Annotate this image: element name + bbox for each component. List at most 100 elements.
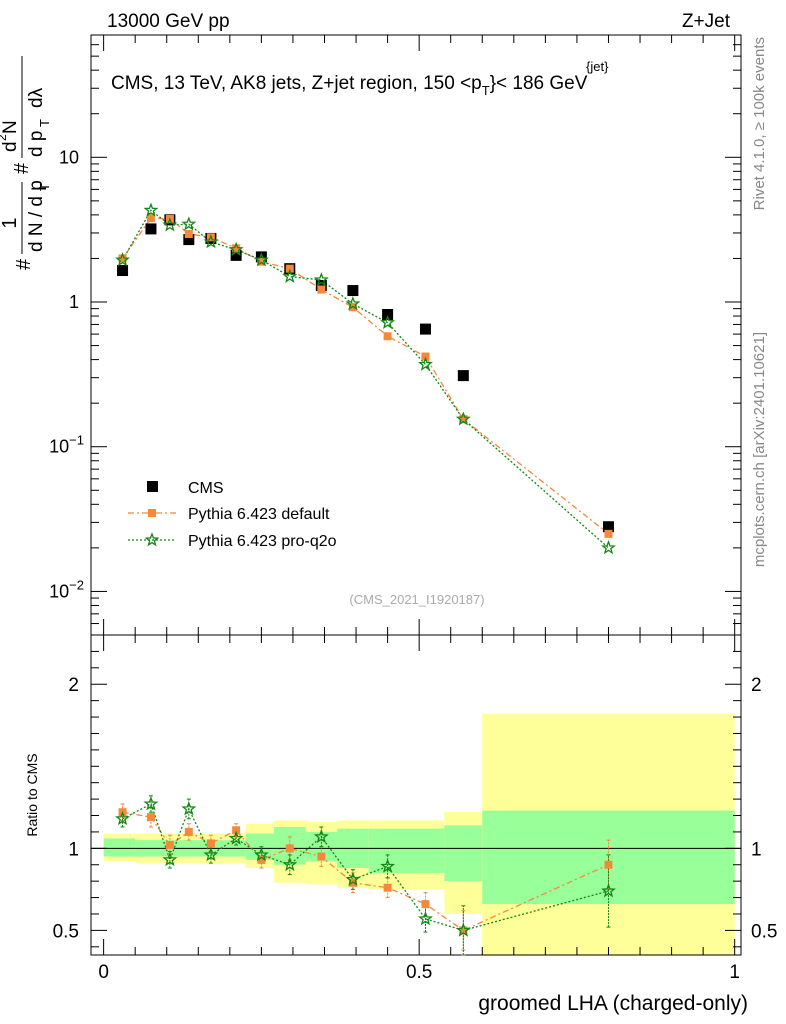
ratio-panel: 0.5 0.51 12 2 0 0.5 1 Ratio to CMS groomed LH…	[24, 634, 777, 1015]
proq2o-point	[115, 252, 131, 267]
ratio-y-tick-label: 1	[68, 839, 79, 860]
cms-point	[255, 251, 267, 263]
ratio-y-tick-label-right: 1	[751, 839, 762, 860]
ratio-proq2o-point	[601, 883, 616, 898]
cms-point	[145, 223, 157, 235]
cms-point	[382, 308, 394, 320]
ratio-default-point	[165, 841, 174, 850]
proq2o-point	[345, 296, 361, 311]
main-x-ticks	[103, 35, 736, 635]
ylabel-d2n-n: N	[0, 120, 21, 134]
header-process-label: Z+Jet	[682, 11, 731, 32]
proq2o-point	[417, 356, 433, 371]
cms-point	[602, 521, 614, 533]
default-point	[285, 264, 294, 273]
proq2o-point	[601, 540, 616, 555]
ylabel-frac-den: d N / d p	[26, 180, 47, 252]
rivet-version-label: Rivet 4.1.0, ≥ 100k events	[751, 37, 768, 210]
default-point	[317, 285, 326, 294]
ratio-proq2o-point	[203, 847, 219, 862]
ratio-proq2o-point	[181, 801, 197, 816]
analysis-watermark: (CMS_2021_I1920187)	[349, 592, 484, 607]
proq2o-point	[143, 202, 159, 217]
ratio-y-tick-label: 0.5	[53, 921, 79, 942]
proq2o-point	[455, 411, 471, 426]
x-tick-label: 0	[98, 962, 109, 983]
mcplots-label: mcplots.cern.ch [arXiv:2401.10621]	[751, 332, 768, 567]
main-y-tick-label: 1	[69, 292, 79, 312]
ratio-band-inner	[103, 838, 136, 857]
proq2o-point	[228, 241, 244, 257]
main-y-tick-label: 10−1	[49, 433, 84, 457]
ratio-proq2o-point	[162, 851, 178, 867]
ratio-proq2o-point	[455, 922, 471, 937]
cms-point	[419, 323, 431, 335]
ratio-default-point	[421, 900, 430, 909]
title-main: CMS, 13 TeV, AK8 jets, Z+jet region, 150…	[111, 73, 482, 94]
ratio-plot-frame	[90, 634, 742, 956]
ratio-default-point	[184, 827, 193, 836]
proq2o-point	[282, 268, 298, 283]
ratio-band-inner	[444, 825, 483, 882]
default-point	[232, 244, 241, 253]
default-point	[184, 230, 193, 239]
title-sup: {jet}	[586, 59, 609, 74]
ratio-x-axis: 0 0.5 1	[98, 635, 740, 983]
ratio-default-point	[232, 826, 241, 835]
ratio-y-tick-label-right: 0.5	[751, 921, 777, 942]
ratio-uncertainty-bands	[103, 713, 735, 955]
title-sub: T	[482, 83, 490, 98]
ylabel-frac-num: 1	[0, 217, 21, 228]
default-point	[257, 257, 266, 266]
cms-point	[230, 249, 242, 261]
ratio-proq2o-point	[282, 856, 298, 872]
ratio-default-point	[604, 860, 613, 869]
ylabel-hash-1: #	[13, 258, 35, 270]
ratio-proq2o-point	[143, 796, 159, 811]
ratio-proq2o-point	[228, 830, 244, 845]
ratio-default-point	[383, 883, 392, 892]
proq2o-point	[181, 216, 197, 231]
main-y-tick-label: 10−2	[49, 577, 84, 601]
ratio-y-tick-label-right: 2	[751, 675, 762, 696]
default-point	[459, 415, 468, 424]
cms-point	[183, 234, 195, 246]
ratio-default-point	[257, 855, 266, 864]
x-tick-label: 1	[729, 962, 740, 983]
ylabel-d2n-lambda: dλ	[26, 87, 47, 108]
main-y-axis: 10−2 10−1 1 10	[49, 34, 741, 636]
plot-title: CMS, 13 TeV, AK8 jets, Z+jet region, 150…	[111, 73, 588, 98]
default-point	[146, 214, 155, 223]
legend-default-marker	[148, 509, 156, 517]
ratio-default-point	[317, 852, 326, 861]
ylabel-hash-2: #	[11, 162, 33, 174]
ratio-proq2o-point	[313, 828, 329, 844]
main-y-tick-label: 10	[59, 147, 79, 167]
ylabel-d2n-den-sub: T	[37, 119, 52, 127]
ratio-proq2o-line	[122, 803, 609, 932]
ratio-proq2o-point	[115, 810, 131, 826]
ratio-proq2o-point	[253, 847, 269, 862]
proq2o-point	[203, 234, 219, 249]
ratio-y-axis: 0.5 0.5 1 1 2 2	[53, 650, 777, 948]
ratio-y-tick-label: 2	[68, 675, 79, 696]
main-y-axis-label: # 1 d N / d p T # d 2 N d p T dλ	[0, 56, 52, 270]
ratio-default-point	[459, 926, 468, 935]
proq2o-point	[162, 217, 178, 232]
default-point	[604, 529, 613, 538]
cms-point	[457, 370, 469, 382]
ratio-default-point	[206, 839, 215, 848]
title-end: }< 186 GeV	[490, 73, 588, 94]
ylabel-d2n-sup: 2	[0, 134, 9, 141]
header-energy-label: 13000 GeV pp	[107, 11, 230, 32]
legend-star-shape	[144, 532, 160, 547]
ylabel-d2n-d: d	[0, 141, 21, 152]
proq2o-point	[380, 314, 396, 330]
ratio-proq2o-point	[380, 858, 396, 873]
ylabel-frac-den-sub: T	[37, 183, 52, 191]
legend-cms-marker	[147, 481, 158, 492]
main-series	[115, 202, 616, 555]
ratio-band-inner	[368, 828, 445, 873]
legend-cms-label: CMS	[188, 480, 224, 497]
